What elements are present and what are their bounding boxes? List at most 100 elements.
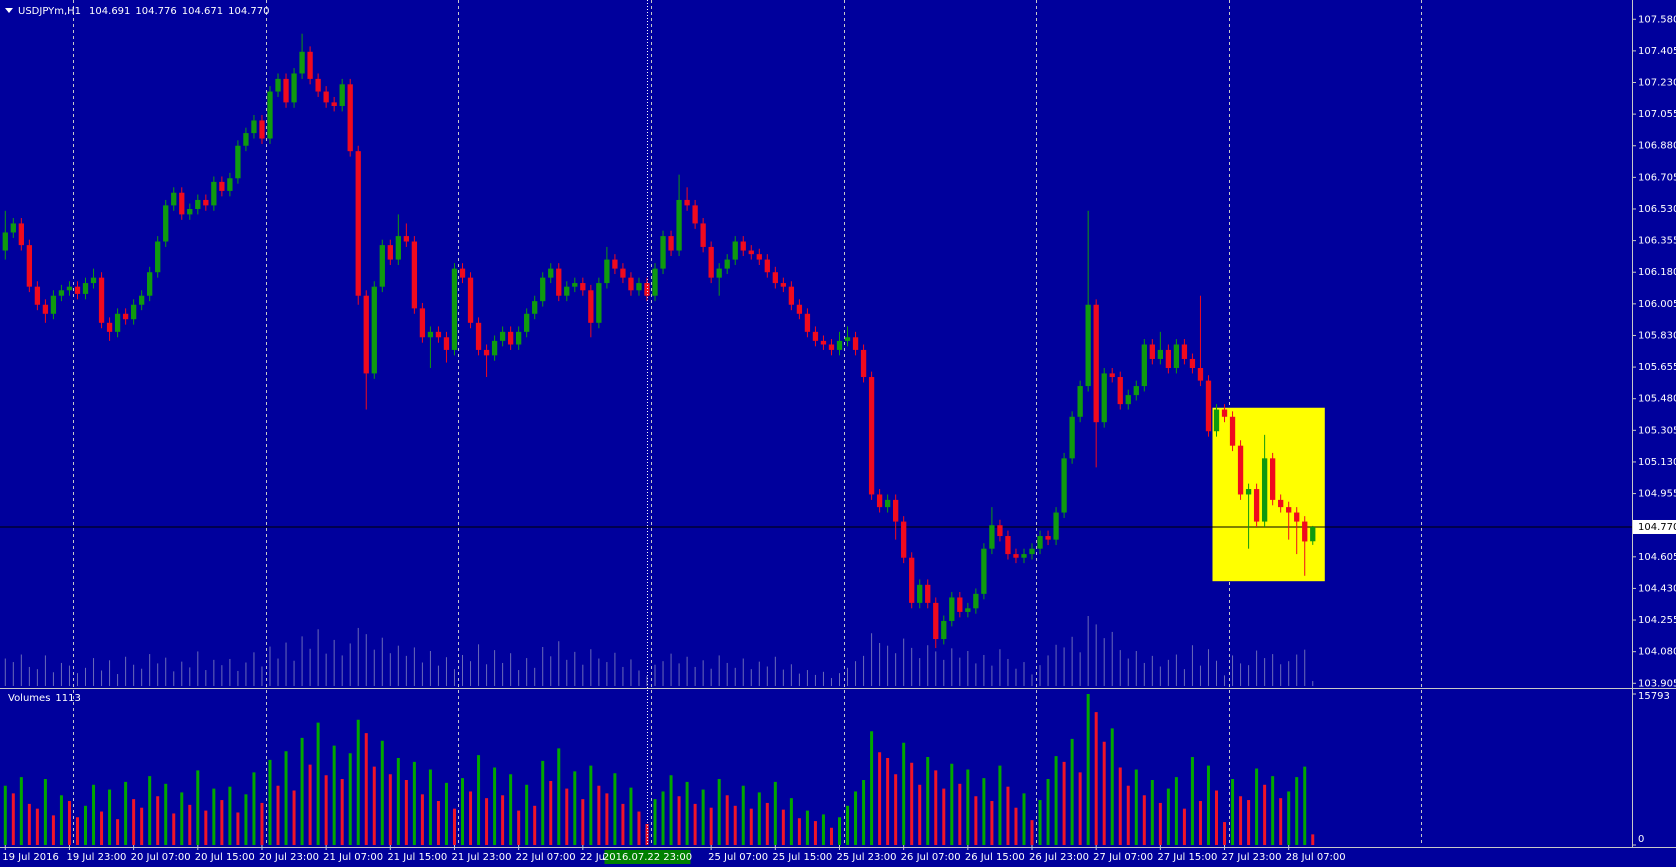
candle-body: [604, 259, 610, 284]
candle-body: [34, 286, 41, 305]
candle-body: [2, 232, 8, 251]
candle-body: [347, 84, 353, 152]
candle-body: [1069, 416, 1075, 459]
candle-body: [427, 331, 434, 338]
candle-body: [155, 241, 161, 273]
candle-body: [1286, 507, 1292, 513]
candle-body: [339, 84, 345, 106]
x-tick-label: 21 Jul 07:00: [323, 852, 383, 863]
x-tick-label: 26 Jul 07:00: [901, 852, 961, 863]
candle-body: [499, 331, 506, 341]
candle-body: [171, 192, 177, 206]
candle-body: [203, 199, 209, 206]
x-tick-label: 19 Jul 23:00: [66, 852, 126, 863]
candle-body: [989, 525, 995, 549]
candle-body: [572, 283, 578, 287]
x-tick-label: 20 Jul 15:00: [195, 852, 255, 863]
candle-body: [419, 308, 426, 338]
x-tick-label: 22 Jul 07:00: [516, 852, 576, 863]
candle-body: [1245, 489, 1252, 495]
quote-close: 104.770: [228, 6, 269, 17]
candle-body: [283, 78, 289, 103]
candle-body: [1141, 344, 1147, 387]
candle-body: [588, 290, 594, 323]
candle-body: [1061, 458, 1067, 513]
highlight-rectangle: [1212, 407, 1325, 582]
y-tick-label: 104.955: [1638, 489, 1676, 500]
x-tick-label: 27 Jul 23:00: [1222, 852, 1282, 863]
candle-body: [532, 301, 538, 314]
candle-body: [941, 620, 947, 640]
candle-body: [788, 286, 795, 305]
candle-body: [195, 199, 201, 209]
candle-body: [804, 313, 811, 332]
candle-body: [163, 205, 169, 242]
candle-body: [1005, 536, 1011, 555]
candle-body: [748, 250, 754, 255]
x-tick-label: 25 Jul 15:00: [772, 852, 832, 863]
candle-body: [1157, 349, 1163, 359]
candle-body: [42, 304, 49, 314]
y-tick-label: 106.705: [1638, 172, 1676, 183]
candle-body: [467, 277, 474, 323]
y-tick-label: 104.255: [1638, 615, 1676, 626]
candle-body: [1181, 344, 1188, 359]
x-tick-label: 26 Jul 15:00: [965, 852, 1025, 863]
candle-body: [636, 283, 642, 291]
y-tick-label: 105.655: [1638, 362, 1676, 373]
candle-body: [50, 295, 57, 314]
candle-body: [475, 322, 482, 350]
y-tick-label: 103.905: [1638, 678, 1676, 689]
candle-body: [1109, 373, 1115, 378]
quote-low: 104.671: [182, 6, 223, 17]
candle-body: [965, 608, 971, 612]
crosshair-time-label: 2016.07.22 23:00: [603, 852, 692, 863]
candle-body: [371, 286, 377, 374]
candle-body: [925, 584, 931, 603]
x-tick-label: 27 Jul 07:00: [1093, 852, 1153, 863]
x-tick-label: 20 Jul 23:00: [259, 852, 319, 863]
volume-header: Volumes 1113: [8, 693, 81, 704]
candle-body: [917, 584, 923, 603]
candle-body: [524, 313, 530, 332]
candle-body: [684, 199, 690, 206]
candle-body: [1045, 536, 1051, 540]
candle-body: [740, 241, 746, 251]
candle-body: [1261, 458, 1268, 522]
candle-body: [1237, 445, 1244, 495]
candle-body: [868, 377, 875, 495]
candle-body: [90, 277, 97, 284]
candle-body: [267, 91, 273, 139]
candle-body: [435, 331, 442, 338]
candle-body: [331, 102, 337, 106]
candle-body: [395, 236, 401, 260]
candle-body: [1149, 344, 1155, 359]
candle-body: [1013, 554, 1019, 558]
candle-body: [106, 322, 113, 332]
candle-body: [139, 295, 145, 305]
candle-body: [548, 268, 554, 278]
candle-body: [716, 268, 722, 278]
candle-body: [1189, 358, 1196, 368]
candle-body: [1077, 386, 1083, 417]
y-tick-label: 107.230: [1638, 78, 1676, 89]
candle-body: [459, 268, 466, 278]
collapse-arrow[interactable]: [5, 8, 13, 13]
candle-body: [612, 259, 618, 269]
candle-body: [828, 344, 835, 350]
candle-body: [1053, 512, 1059, 540]
candle-body: [1165, 349, 1172, 368]
candle-body: [1173, 344, 1180, 368]
candle-body: [660, 236, 666, 269]
y-tick-label: 106.180: [1638, 267, 1676, 278]
candle-body: [1125, 395, 1131, 405]
x-tick-label: 21 Jul 23:00: [451, 852, 511, 863]
x-tick-label: 28 Jul 07:00: [1286, 852, 1346, 863]
candle-body: [901, 521, 907, 558]
candle-body: [772, 272, 778, 284]
candle-body: [66, 286, 73, 291]
candle-body: [796, 304, 803, 314]
candle-body: [130, 304, 137, 320]
candle-body: [411, 241, 418, 309]
